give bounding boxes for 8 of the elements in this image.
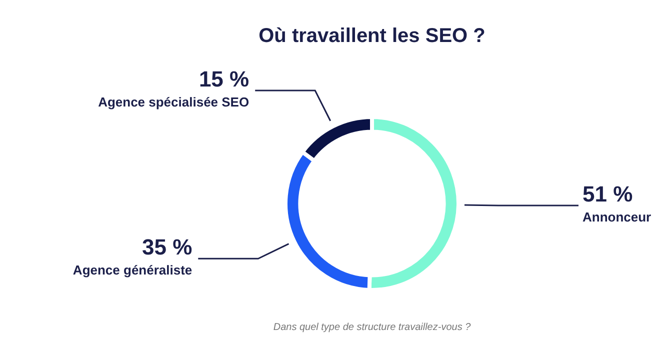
slice-label: Annonceur [582,209,652,224]
text: Dans quel type de structure travaillez-vous ? [273,322,472,333]
slice-label: Agence spécialisée SEO [98,94,250,110]
data-label: 51 % [582,181,633,206]
data-label: 15 % [198,66,250,92]
data-label: 35 % [142,234,192,260]
chart-title: Où travaillent les SEO ? [258,25,486,47]
slice-label: Agence généraliste [72,262,192,278]
